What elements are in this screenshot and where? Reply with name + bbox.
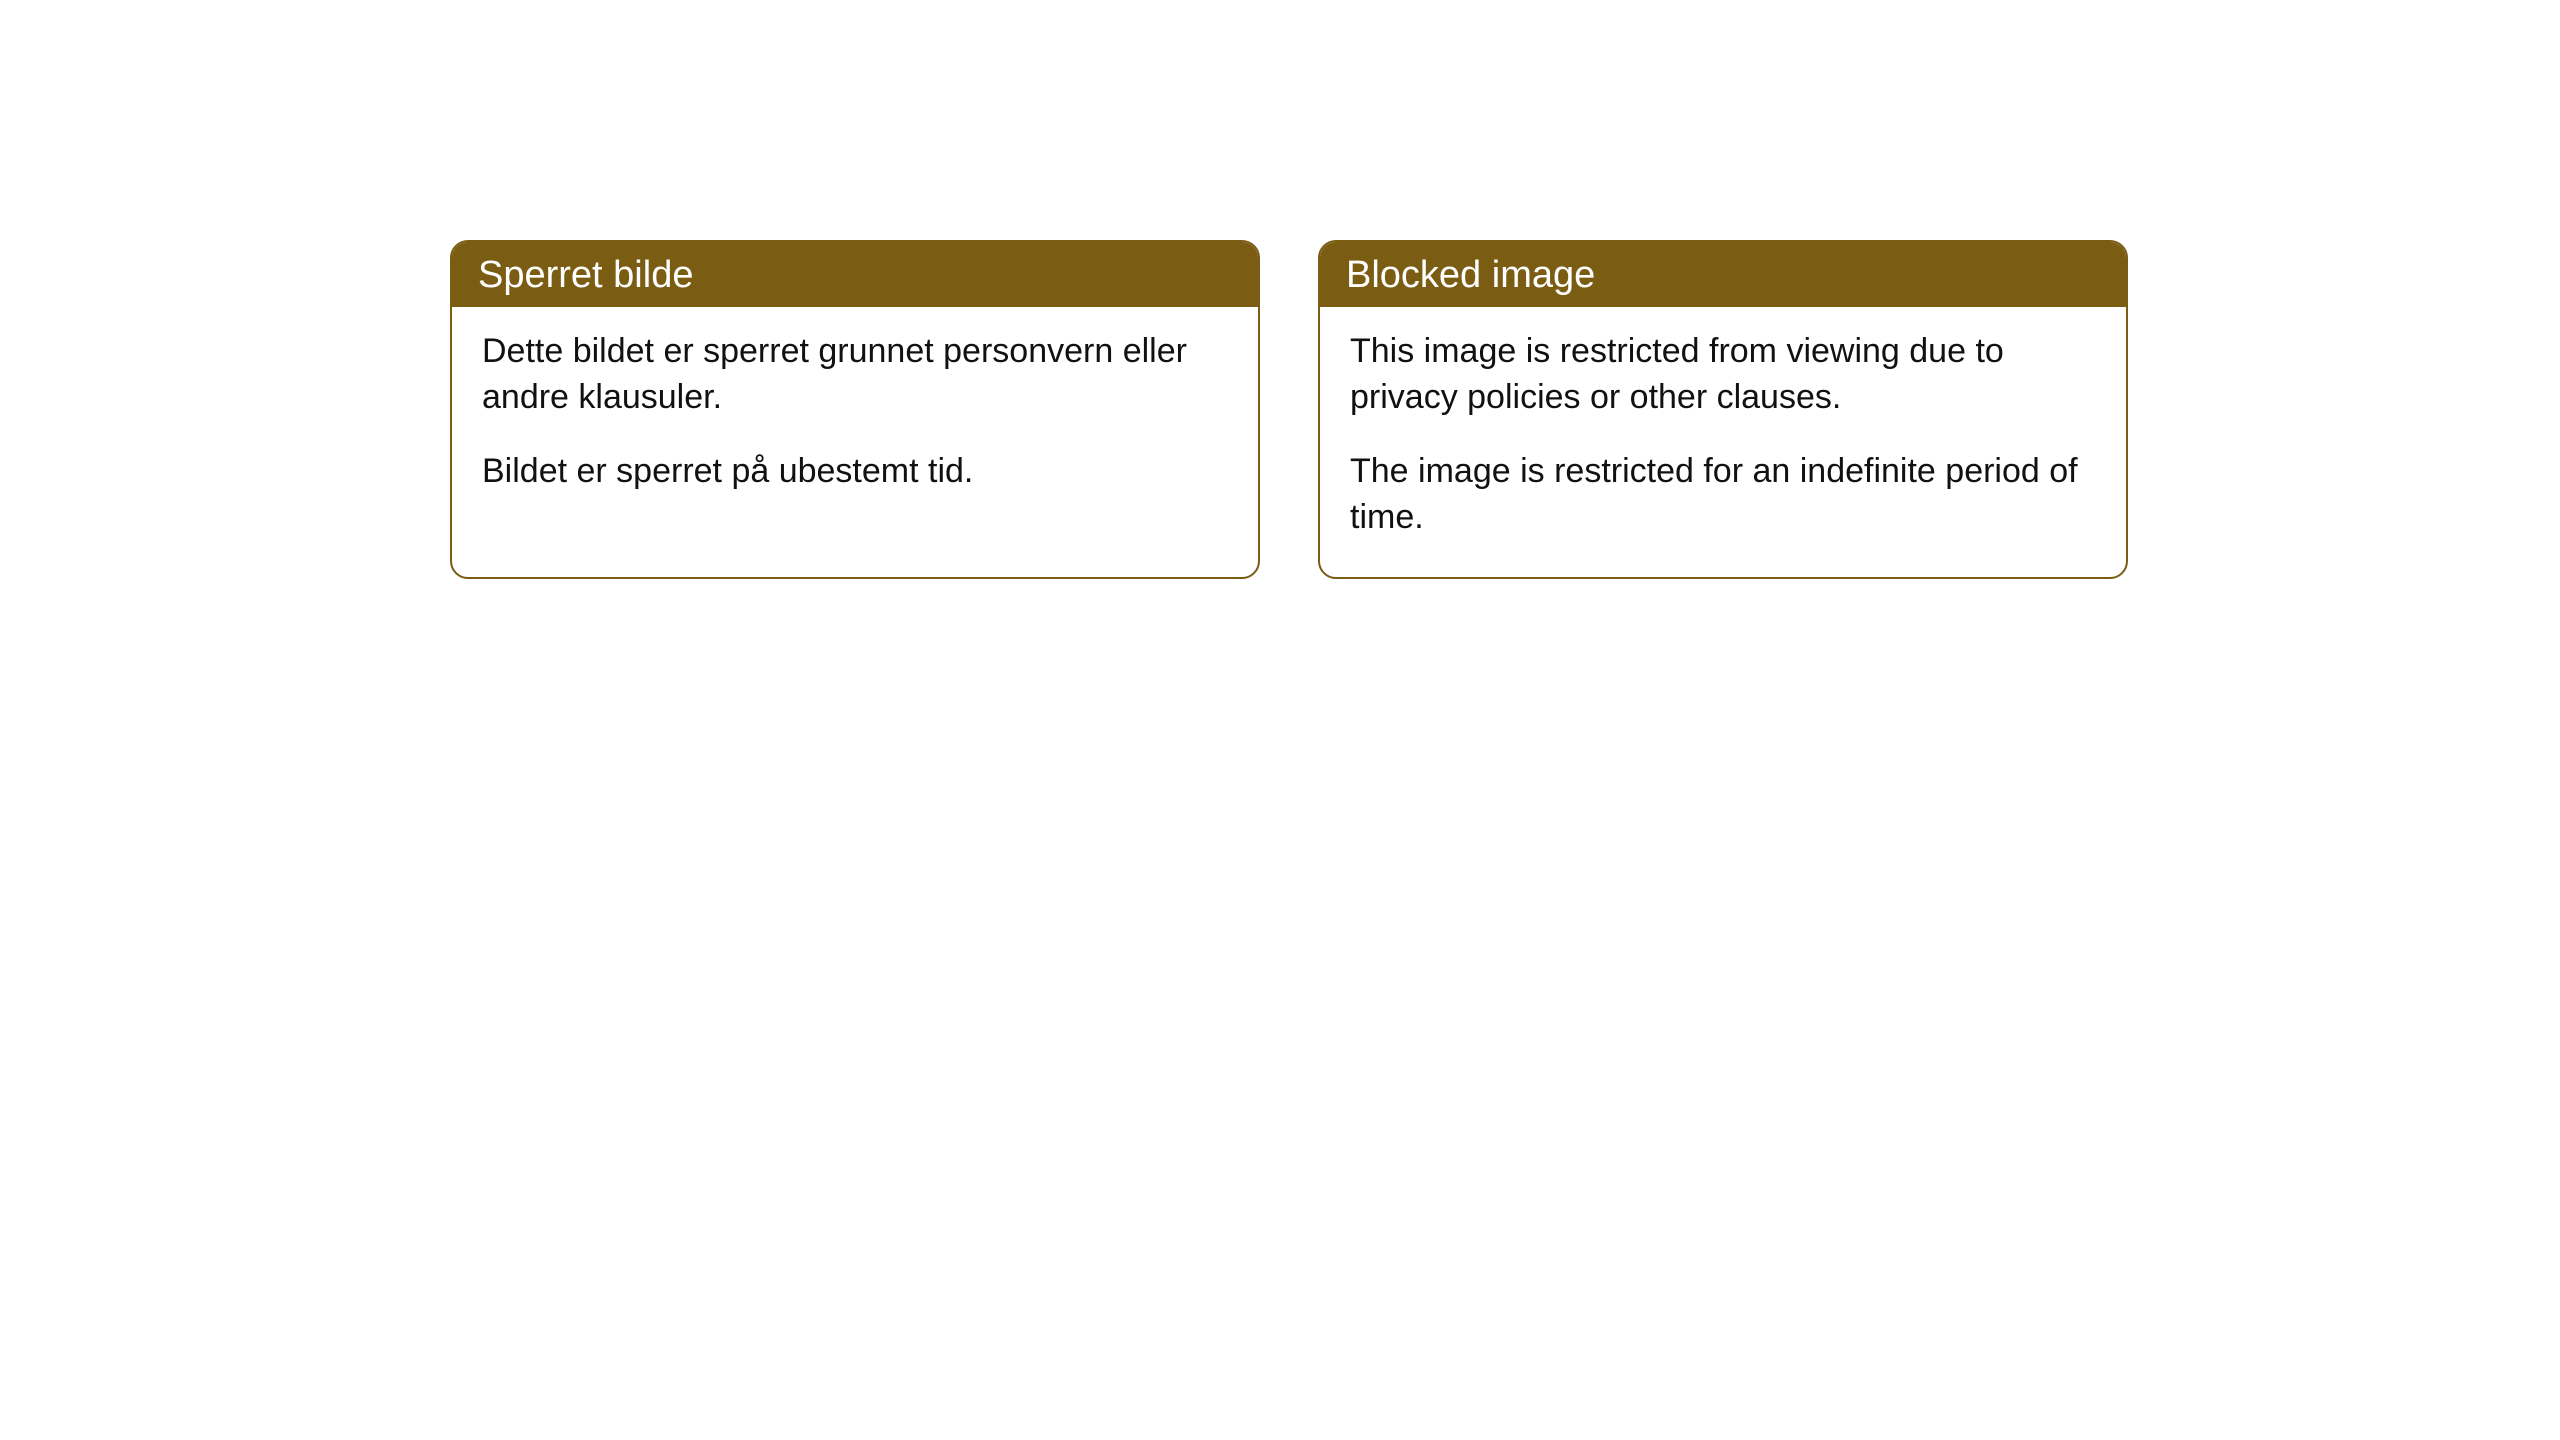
card-body: This image is restricted from viewing du… <box>1320 307 2126 577</box>
card-paragraph: Bildet er sperret på ubestemt tid. <box>482 449 1228 495</box>
card-paragraph: Dette bildet er sperret grunnet personve… <box>482 329 1228 421</box>
card-header: Sperret bilde <box>452 242 1258 307</box>
notice-card-english: Blocked image This image is restricted f… <box>1318 240 2128 579</box>
card-title: Blocked image <box>1346 254 1595 296</box>
card-paragraph: This image is restricted from viewing du… <box>1350 329 2096 421</box>
notice-card-norwegian: Sperret bilde Dette bildet er sperret gr… <box>450 240 1260 579</box>
card-body: Dette bildet er sperret grunnet personve… <box>452 307 1258 531</box>
card-paragraph: The image is restricted for an indefinit… <box>1350 449 2096 541</box>
card-header: Blocked image <box>1320 242 2126 307</box>
notice-cards-container: Sperret bilde Dette bildet er sperret gr… <box>450 240 2128 579</box>
card-title: Sperret bilde <box>478 254 693 296</box>
